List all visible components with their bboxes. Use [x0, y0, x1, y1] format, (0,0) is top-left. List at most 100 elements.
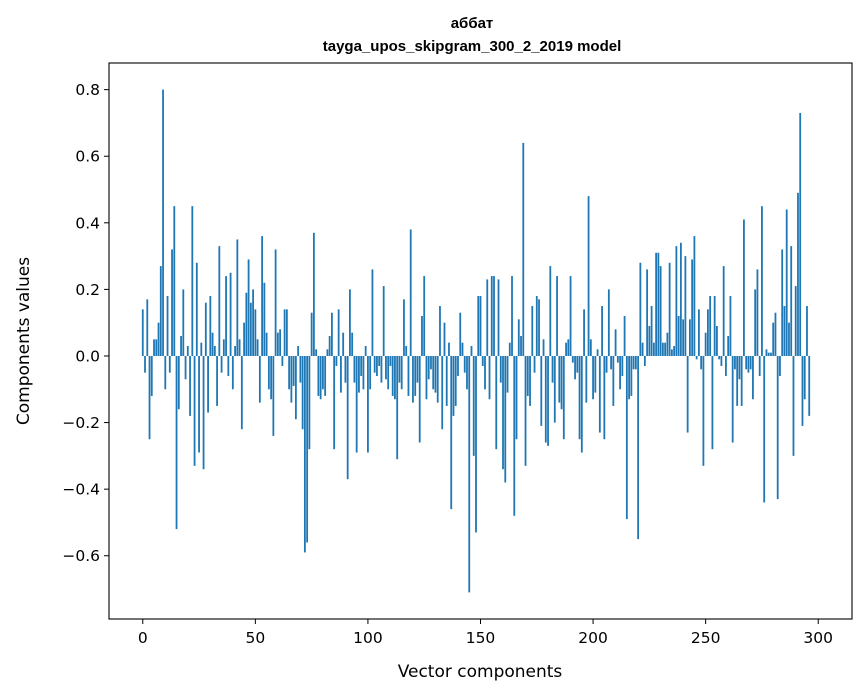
bar-287	[788, 322, 790, 356]
bar-38	[227, 355, 230, 376]
bar-203	[598, 355, 601, 433]
bar-256	[718, 355, 721, 360]
bar-95	[355, 355, 358, 453]
x-tick-label: 300	[803, 629, 833, 647]
bar-7	[157, 322, 160, 356]
bar-177	[540, 355, 543, 426]
bar-142	[461, 342, 464, 356]
bar-269	[747, 355, 750, 373]
bar-64	[285, 309, 288, 356]
bar-160	[502, 355, 504, 470]
bar-279	[770, 352, 772, 356]
bar-173	[531, 306, 534, 356]
bar-104	[376, 355, 378, 376]
bar-172	[529, 355, 531, 406]
bar-120	[412, 355, 414, 403]
y-tick-label: 0.0	[75, 347, 100, 365]
bar-244	[691, 259, 694, 356]
bar-159	[499, 355, 502, 383]
bar-84	[331, 312, 333, 356]
bar-18	[182, 289, 185, 356]
bar-211	[616, 355, 619, 363]
bar-141	[459, 312, 462, 356]
bar-137	[450, 355, 453, 510]
bar-275	[761, 206, 763, 356]
bar-27	[202, 355, 205, 470]
bar-13	[171, 249, 173, 356]
bar-235	[670, 349, 673, 356]
bar-89	[342, 332, 345, 356]
bar-290	[794, 286, 797, 356]
bar-146	[470, 345, 473, 356]
bar-14	[173, 206, 176, 356]
bar-181	[549, 266, 552, 356]
bar-31	[211, 332, 214, 356]
bar-70	[299, 355, 302, 383]
bar-188	[565, 342, 567, 356]
bar-220	[637, 355, 640, 540]
bar-75	[310, 312, 313, 356]
bar-106	[380, 355, 383, 383]
bar-78	[317, 355, 320, 396]
bar-176	[538, 299, 540, 356]
bar-36	[222, 339, 225, 356]
bar-108	[385, 355, 387, 380]
bar-272	[754, 289, 757, 356]
bar-101	[369, 355, 372, 390]
bar-132	[439, 306, 441, 356]
x-tick-label: 50	[245, 629, 265, 647]
bar-249	[702, 355, 705, 466]
bar-153	[486, 279, 489, 356]
bar-229	[657, 252, 660, 356]
bar-123	[418, 355, 421, 443]
bar-129	[432, 355, 435, 390]
bar-295	[806, 306, 808, 356]
bar-8	[159, 266, 162, 356]
bar-285	[783, 306, 786, 356]
bar-114	[398, 355, 401, 383]
bar-240	[682, 319, 685, 356]
chart-title: аббат	[451, 15, 494, 32]
bar-109	[387, 355, 390, 390]
bar-216	[628, 355, 630, 400]
x-tick-label: 0	[138, 629, 148, 647]
bar-183	[553, 355, 556, 423]
bar-83	[328, 336, 331, 356]
bar-239	[679, 242, 682, 356]
bar-253	[711, 355, 714, 450]
bar-111	[391, 355, 394, 396]
bar-265	[738, 355, 741, 380]
bar-99	[364, 345, 367, 356]
bar-30	[209, 296, 212, 356]
bar-23	[193, 355, 196, 466]
bar-105	[378, 355, 381, 366]
bar-155	[490, 276, 493, 356]
bar-270	[749, 355, 752, 370]
bar-43	[238, 339, 241, 356]
bar-4	[150, 355, 153, 396]
bar-273	[756, 269, 759, 356]
bar-294	[803, 355, 806, 400]
bar-69	[297, 345, 300, 356]
bar-102	[371, 269, 374, 356]
bar-92	[349, 289, 351, 356]
bar-230	[659, 266, 662, 356]
y-tick-label: 0.8	[75, 81, 100, 99]
bar-91	[346, 355, 349, 480]
bar-174	[533, 355, 536, 373]
bar-170	[524, 355, 527, 466]
bar-186	[560, 355, 563, 410]
bar-252	[709, 296, 712, 356]
bar-19	[184, 355, 187, 380]
bar-207	[607, 289, 610, 356]
bar-246	[695, 355, 698, 360]
bar-49	[252, 289, 254, 356]
bar-260	[727, 336, 730, 356]
bar-157	[495, 355, 498, 450]
x-tick-label: 200	[578, 629, 608, 647]
bar-40	[231, 355, 234, 390]
bar-289	[792, 355, 795, 456]
bar-261	[729, 296, 732, 356]
y-tick-label: 0.4	[75, 214, 100, 232]
bar-47	[247, 259, 250, 356]
